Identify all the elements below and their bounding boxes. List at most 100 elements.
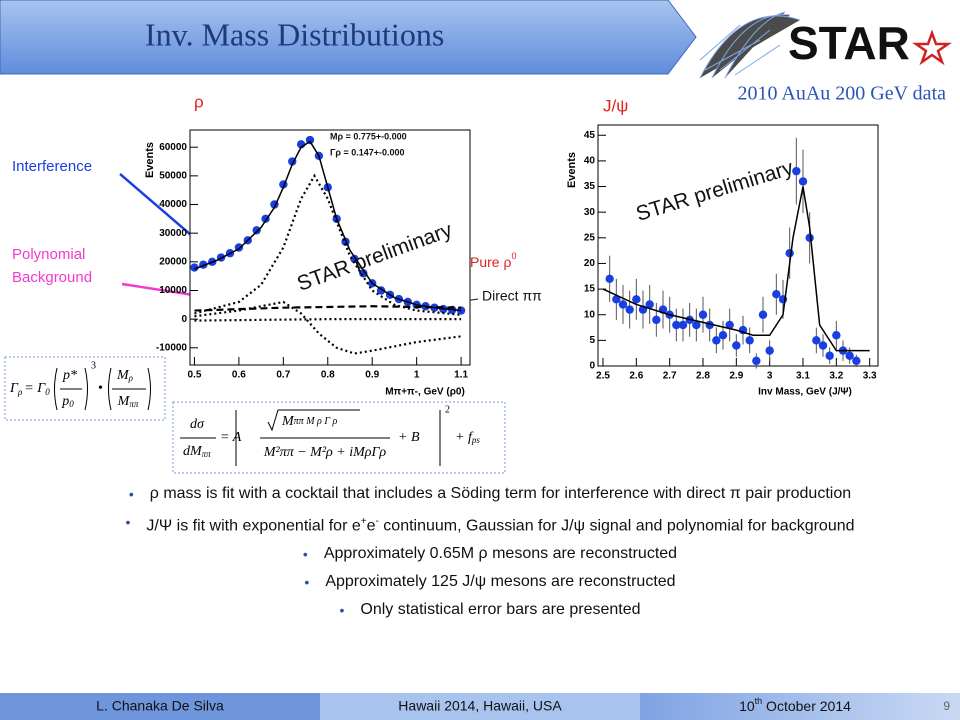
y-tick-label: 15	[584, 284, 596, 295]
y-tick-label: 10	[584, 309, 596, 320]
y-tick-label: 5	[589, 335, 595, 346]
footer-date: 10th October 2014	[739, 696, 851, 713]
data-point	[190, 263, 199, 272]
f: = A	[220, 430, 242, 445]
f: p0	[61, 394, 74, 409]
text: Approximately 125 J/ψ mesons are reconst…	[325, 573, 676, 591]
logo-star	[912, 29, 952, 66]
f: M	[116, 368, 130, 383]
f: •	[98, 381, 103, 396]
y-tick-label: 30000	[159, 228, 187, 239]
data-point	[645, 300, 654, 309]
text: J/Ψ is fit with exponential for e	[146, 517, 361, 535]
plot: -10000 0 10000 20000 30000 40000 50000 60000 0.5…	[144, 129, 471, 398]
text: e	[366, 517, 376, 535]
x-tick-label: 2.9	[729, 371, 743, 382]
y-tick-label: 40	[584, 156, 596, 167]
polynomial-label: Background	[12, 269, 92, 286]
d: October 2014	[762, 698, 851, 714]
x-tick-label: 0.7	[276, 370, 290, 381]
data-point	[672, 320, 681, 330]
f: M	[117, 394, 131, 409]
title-banner	[0, 0, 697, 75]
footer-bar	[0, 693, 320, 720]
f: dσ	[190, 417, 205, 432]
bullet-dot: •	[125, 514, 131, 530]
data-point	[832, 331, 841, 340]
x-tick-label: 0.6	[232, 370, 246, 381]
y-axis-label: Events	[144, 142, 156, 178]
x-tick-label: 3.2	[829, 371, 843, 382]
data-point	[732, 341, 741, 350]
bullet-text: ρ mass is fit with a cocktail that inclu…	[150, 484, 851, 504]
f: p	[61, 394, 69, 409]
f: + fps	[455, 430, 480, 445]
annotation: Mρ = 0.775+-0.000	[330, 131, 407, 141]
y-tick-label: 60000	[159, 142, 187, 153]
data-point	[625, 305, 634, 314]
f: + B	[398, 430, 420, 445]
bullet-text: Only statistical error bars are presente…	[360, 600, 640, 620]
data-point	[765, 346, 774, 355]
f: Mππ	[117, 394, 139, 409]
data-point	[818, 341, 828, 350]
polynomial-label: Polynomial	[12, 246, 85, 263]
x-tick-label: 2.7	[663, 371, 677, 382]
logo-text: STAR	[788, 17, 910, 69]
superscript: -	[375, 516, 379, 527]
text: Only statistical error bars are presente…	[360, 601, 641, 619]
f: ππ M ρ Γ ρ	[294, 416, 338, 427]
f: ππ	[129, 399, 139, 409]
x-tick-label: 1.1	[454, 370, 468, 381]
f: Γ	[9, 381, 19, 396]
footer-venue: Hawaii 2014, Hawaii, USA	[398, 698, 562, 714]
x-tick-label: 2.6	[629, 371, 643, 382]
text: continuum, Gaussian for J/ψ signal and p…	[378, 517, 855, 535]
data-point	[698, 310, 708, 319]
bullet: • J/Ψ is fit with exponential for e+e- co…	[60, 512, 920, 536]
x-tick-label: 3	[767, 371, 773, 382]
data-point	[745, 336, 754, 345]
data-point	[652, 315, 661, 325]
f: = Γ	[24, 381, 46, 396]
bullet-dot: •	[128, 486, 134, 502]
bullets: • ρ mass is fit with a cocktail that incl…	[60, 484, 920, 628]
data-point	[792, 166, 801, 176]
data-point	[605, 274, 614, 284]
y-tick-label: 20000	[159, 256, 187, 267]
bullet: • Approximately 125 J/ψ mesons are recons…	[60, 572, 920, 592]
y-tick-label: 35	[584, 181, 596, 192]
pure-rho-label: Pure ρ0	[470, 251, 516, 269]
f: ρ	[17, 387, 23, 397]
y-tick-label: 20	[584, 258, 596, 269]
fit-line	[194, 300, 462, 355]
data-point	[798, 177, 808, 186]
bullet-dot: •	[339, 602, 345, 619]
f: dM	[183, 444, 203, 459]
f: 0	[69, 399, 74, 409]
data-point	[678, 320, 688, 330]
x-tick-label: 3.3	[863, 371, 877, 382]
f: M	[281, 414, 295, 429]
bullet: • Approximately 0.65M ρ mesons are recons…	[60, 544, 920, 564]
jpsi-label: J/ψ	[603, 96, 628, 115]
f: p*	[62, 368, 77, 383]
data-point	[692, 320, 701, 330]
d: 10	[739, 698, 755, 714]
page-number: 9	[943, 699, 950, 713]
ftext: Γρ = Γ0	[9, 381, 50, 397]
y-tick-label: 50000	[159, 170, 187, 181]
data-point	[845, 351, 854, 360]
y-tick-label: 10000	[159, 285, 187, 296]
interference-label: Interference	[12, 158, 92, 175]
data-point	[785, 248, 794, 258]
d: th	[755, 696, 763, 706]
x-axis-label: Mπ+π-, GeV (ρ0)	[385, 387, 465, 398]
f: Mρ	[116, 368, 134, 383]
bullet: • Only statistical error bars are present…	[60, 600, 920, 620]
data-point	[772, 290, 781, 299]
text: ρ mass is fit with a cocktail that inclu…	[149, 485, 852, 502]
f: ρ	[128, 373, 134, 383]
